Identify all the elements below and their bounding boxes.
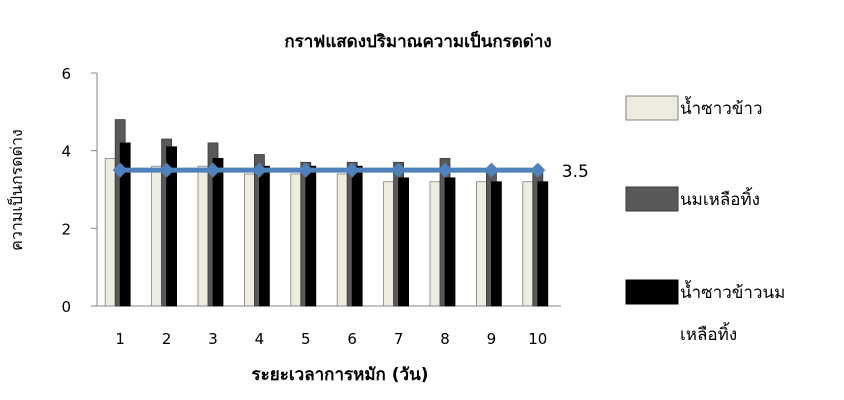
x-tick-label: 3 (208, 330, 218, 348)
x-tick-label: 2 (162, 330, 172, 348)
bar-series-3 (258, 165, 270, 307)
legend-label: นมเหลือทิ้ง (680, 187, 760, 210)
reference-marker (205, 162, 221, 178)
reference-marker (437, 162, 453, 178)
bar-series-1 (522, 181, 534, 307)
legend-label: น้ำซาวข้าวนม (680, 280, 785, 303)
bar-series-1 (429, 181, 441, 307)
plot-area: 0 2 4 6 1 2 3 4 5 6 7 8 9 10 3.5 (61, 65, 588, 348)
reference-marker (530, 162, 546, 178)
chart-title: กราฟแสดงปริมาณความเป็นกรดด่าง (284, 29, 551, 52)
bar-series-3 (119, 142, 131, 307)
legend-label: เหลือทิ้ง (680, 322, 737, 345)
bar-series-3 (166, 146, 178, 307)
x-tick-label: 9 (487, 330, 497, 348)
bar-series-1 (336, 173, 348, 307)
legend-swatch (625, 186, 679, 212)
bar-series-1 (290, 173, 302, 307)
bar-series-1 (104, 158, 116, 307)
legend-label: น้ำซาวข้าว (680, 96, 763, 119)
reference-marker (112, 162, 128, 178)
reference-marker (159, 162, 175, 178)
x-tick-label: 7 (394, 330, 404, 348)
legend-swatch (625, 95, 679, 121)
bar-series-3 (212, 158, 224, 307)
bar-series-1 (383, 181, 395, 307)
reference-marker (251, 162, 267, 178)
bar-series-1 (197, 165, 209, 307)
y-tick-label: 6 (61, 65, 71, 83)
bar-series-3 (537, 181, 549, 307)
bar-series-3 (351, 165, 363, 307)
x-tick-label: 6 (347, 330, 357, 348)
x-tick-label: 8 (440, 330, 450, 348)
bar-series-3 (305, 165, 317, 307)
y-tick-label: 2 (61, 220, 71, 238)
bar-series-3 (444, 177, 456, 307)
reference-line-label: 3.5 (562, 162, 589, 182)
x-axis-label: ระยะเวลาการหมัก (วัน) (252, 365, 429, 385)
x-tick-label: 1 (115, 330, 125, 348)
x-tick-label: 5 (301, 330, 311, 348)
reference-marker (483, 162, 499, 178)
legend-swatch (625, 279, 679, 305)
reference-marker (298, 162, 314, 178)
bar-series-1 (243, 173, 255, 307)
y-axis-label: ความเป็นกรดด่าง (6, 129, 26, 251)
bar-series-1 (475, 181, 487, 307)
x-tick-label: 10 (528, 330, 547, 348)
y-tick-label: 4 (61, 143, 71, 161)
bar-series-3 (490, 181, 502, 307)
y-tick-label: 0 (61, 298, 71, 316)
x-tick-label: 4 (255, 330, 265, 348)
reference-marker (344, 162, 360, 178)
bar-series-3 (398, 177, 410, 307)
bar-series-1 (151, 165, 163, 307)
legend: น้ำซาวข้าวนมเหลือทิ้งน้ำซาวข้าวนมเหลือทิ… (625, 95, 785, 345)
reference-marker (391, 162, 407, 178)
